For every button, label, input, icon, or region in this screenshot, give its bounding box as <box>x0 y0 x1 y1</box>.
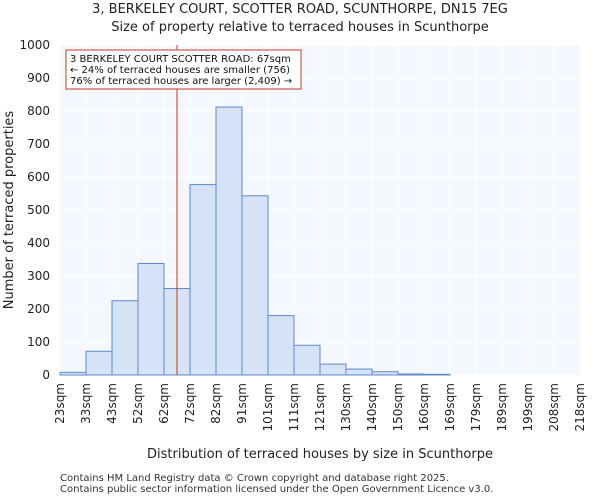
x-tick-label: 111sqm <box>287 383 301 431</box>
x-tick-label: 33sqm <box>79 383 93 424</box>
x-tick-label: 121sqm <box>313 383 327 431</box>
x-tick-label: 160sqm <box>417 383 431 431</box>
y-tick-label: 100 <box>27 335 50 349</box>
chart-subtitle: Size of property relative to terraced ho… <box>111 20 489 35</box>
y-tick-label: 1000 <box>19 38 50 52</box>
x-tick-label: 150sqm <box>391 383 405 431</box>
y-tick-label: 900 <box>27 71 50 85</box>
y-tick-label: 800 <box>27 104 50 118</box>
bar-33sqm <box>85 350 113 376</box>
bar-43sqm <box>111 300 139 376</box>
x-tick-label: 101sqm <box>261 383 275 431</box>
x-tick-label: 140sqm <box>365 383 379 431</box>
bar-52sqm <box>137 262 165 376</box>
y-axis-ticks: 0 100 200 300 400 500 600 700 800 900 1000 <box>19 38 50 382</box>
chart-title: 3, BERKELEY COURT, SCOTTER ROAD, SCUNTHO… <box>92 2 508 17</box>
x-tick-label: 72sqm <box>183 383 197 424</box>
x-tick-label: 52sqm <box>131 383 145 424</box>
annotation-box: 3 BERKELEY COURT SCOTTER ROAD: 67sqm ← 2… <box>65 49 302 90</box>
x-tick-label: 23sqm <box>53 383 67 424</box>
x-tick-label: 169sqm <box>443 383 457 431</box>
bar-111sqm <box>293 344 321 376</box>
y-tick-label: 400 <box>27 236 50 250</box>
bar-150sqm <box>397 373 425 376</box>
y-tick-label: 300 <box>27 269 50 283</box>
y-axis-label: Number of terraced properties <box>2 111 17 310</box>
x-tick-label: 43sqm <box>105 383 119 424</box>
y-tick-label: 600 <box>27 170 50 184</box>
bar-72sqm <box>189 184 217 376</box>
bar-130sqm <box>345 368 373 376</box>
y-tick-label: 0 <box>42 368 50 382</box>
annotation-line-2: ← 24% of terraced houses are smaller (75… <box>70 65 290 76</box>
x-axis-label: Distribution of terraced houses by size … <box>147 447 493 462</box>
x-tick-label: 91sqm <box>235 383 249 424</box>
x-tick-label: 62sqm <box>157 383 171 424</box>
y-tick-label: 500 <box>27 203 50 217</box>
footer-line-1: Contains HM Land Registry data © Crown c… <box>60 473 449 484</box>
x-tick-label: 82sqm <box>209 383 223 424</box>
x-tick-label: 179sqm <box>469 383 483 431</box>
x-tick-label: 130sqm <box>339 383 353 431</box>
y-tick-label: 200 <box>27 302 50 316</box>
y-tick-label: 700 <box>27 137 50 151</box>
footer-line-2: Contains public sector information licen… <box>60 484 494 495</box>
x-tick-label: 208sqm <box>547 383 561 431</box>
bar-82sqm <box>215 106 243 376</box>
bars <box>59 106 451 376</box>
bar-91sqm <box>241 195 269 376</box>
bar-140sqm <box>371 371 399 376</box>
x-axis-ticks: 23sqm 33sqm 43sqm 52sqm 62sqm 72sqm 82sqm 91sqm… <box>53 383 587 431</box>
bar-160sqm <box>423 373 451 376</box>
x-tick-label: 199sqm <box>521 383 535 431</box>
annotation-line-3: 76% of terraced houses are larger (2,409… <box>70 76 292 87</box>
x-tick-label: 218sqm <box>573 383 587 431</box>
annotation-line-1: 3 BERKELEY COURT SCOTTER ROAD: 67sqm <box>70 54 291 65</box>
bar-121sqm <box>319 363 347 376</box>
annotation-border <box>65 49 302 90</box>
footer-credits: Contains HM Land Registry data © Crown c… <box>60 473 493 495</box>
x-tick-label: 189sqm <box>495 383 509 431</box>
bar-101sqm <box>267 315 295 376</box>
bar-23sqm <box>59 371 87 376</box>
